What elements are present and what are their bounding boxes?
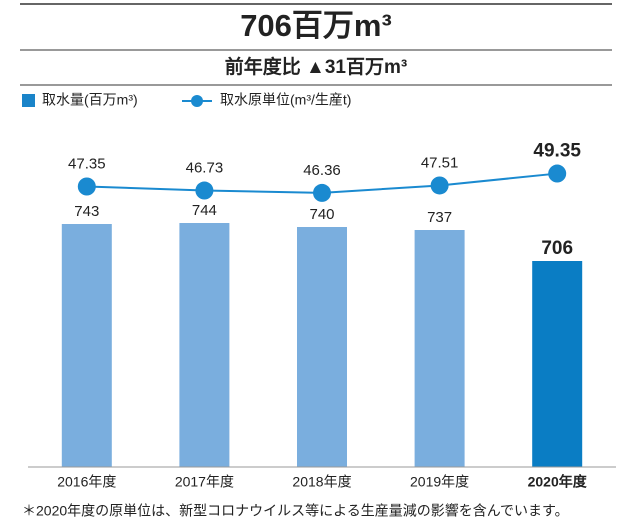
bar-value-label: 740 (309, 206, 334, 223)
line-marker (430, 176, 449, 195)
bar (414, 230, 465, 467)
x-tick-label: 2019年度 (410, 474, 469, 490)
line-value-label: 46.73 (186, 159, 224, 176)
legend-marker (191, 95, 203, 107)
line-marker (195, 181, 214, 200)
line-value-label: 49.35 (533, 141, 581, 162)
chart-title: 706百万m³ (240, 8, 392, 43)
line-marker (313, 183, 331, 202)
bar-value-label: 744 (192, 202, 217, 219)
chart-subtitle: 前年度比 ▲31百万m³ (225, 55, 407, 78)
bar (532, 261, 583, 467)
legend-label: 取水原単位(m³/生産t) (220, 92, 351, 108)
x-tick-label: 2016年度 (57, 474, 116, 490)
line-value-label: 47.51 (421, 154, 459, 171)
bar-value-label: 737 (427, 209, 452, 226)
line-marker (548, 164, 567, 183)
footnote: ＊2020年度の原単位は、新型コロナウイルス等による生産量減の影響を含んでいます… (22, 503, 569, 519)
legend-swatch (22, 94, 35, 107)
line-value-label: 47.35 (68, 155, 106, 172)
bar (61, 224, 112, 467)
bar-value-label: 743 (74, 203, 99, 220)
x-tick-label: 2020年度 (528, 474, 588, 490)
x-tick-label: 2018年度 (292, 474, 351, 490)
line-marker (77, 177, 96, 196)
bar (297, 227, 347, 467)
legend-label: 取水量(百万m³) (42, 92, 138, 108)
bar (179, 223, 230, 467)
x-tick-label: 2017年度 (175, 474, 234, 490)
bar-value-label: 706 (541, 238, 573, 259)
line-value-label: 46.36 (303, 162, 341, 179)
